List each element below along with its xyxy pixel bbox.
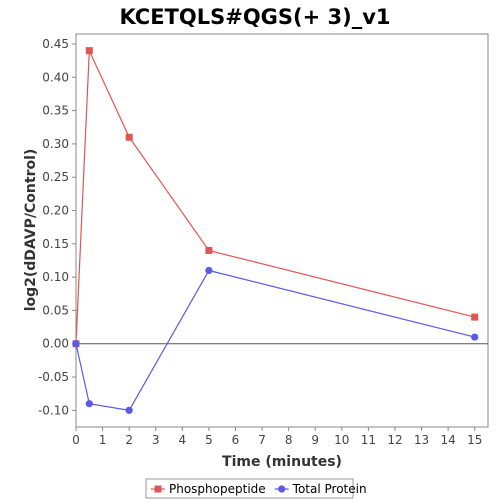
x-tick-label: 2 [125, 433, 133, 447]
y-axis-label: log2(dDAVP/Control) [23, 149, 39, 312]
chart-title: KCETQLS#QGS(+ 3)_v1 [119, 5, 390, 29]
data-point [205, 266, 213, 275]
data-point [72, 340, 80, 348]
plot-area [75, 33, 489, 428]
legend-marker [278, 485, 286, 493]
legend-marker [154, 485, 162, 493]
y-tick-label: 0.10 [42, 270, 69, 284]
y-tick-label: 0.40 [42, 70, 69, 84]
data-point [85, 400, 93, 408]
y-tick-label: 0.15 [42, 237, 69, 251]
data-point [125, 133, 133, 141]
series-1 [72, 266, 479, 414]
legend-box [145, 478, 354, 499]
y-tick-label: 0.45 [42, 37, 69, 51]
x-tick-label: 0 [72, 433, 80, 447]
y-tick-label: 0.35 [42, 104, 69, 118]
legend: Phosphopeptide Total Protein [145, 478, 367, 499]
x-tick-label: 7 [258, 433, 266, 447]
y-axis: -0.10 -0.05 0.00 0.05 0.10 0.15 0.20 0.25 0.30 0.… [38, 37, 76, 417]
data-point [471, 313, 479, 321]
series-layer [72, 47, 479, 414]
x-axis-label: Time (minutes) [222, 454, 342, 470]
y-tick-label: 0.25 [42, 170, 69, 184]
data-point [125, 406, 133, 414]
y-tick-label: -0.10 [38, 403, 69, 417]
data-point [85, 47, 93, 55]
x-tick-label: 15 [467, 433, 482, 447]
x-tick-label: 13 [414, 433, 429, 447]
y-tick-label: 0.20 [42, 204, 69, 218]
y-tick-label: -0.05 [38, 370, 69, 384]
y-tick-label: 0.30 [42, 137, 69, 151]
x-tick-label: 1 [99, 433, 107, 447]
x-tick-label: 4 [179, 433, 187, 447]
y-tick-label: 0.00 [42, 337, 69, 351]
x-tick-label: 10 [334, 433, 349, 447]
x-tick-label: 11 [361, 433, 376, 447]
x-tick-label: 3 [152, 433, 160, 447]
x-tick-label: 12 [387, 433, 402, 447]
x-tick-label: 8 [285, 433, 293, 447]
x-tick-label: 6 [232, 433, 240, 447]
data-point [471, 333, 479, 341]
legend-label: Total Protein [292, 482, 367, 496]
x-axis: 0 1 2 3 4 5 6 7 8 9 10 11 12 13 14 15 [72, 427, 482, 447]
y-tick-label: 0.05 [42, 303, 69, 317]
legend-label: Phosphopeptide [169, 482, 266, 496]
x-tick-label: 5 [205, 433, 213, 447]
x-tick-label: 14 [440, 433, 455, 447]
data-point [205, 246, 213, 254]
x-tick-label: 9 [311, 433, 319, 447]
